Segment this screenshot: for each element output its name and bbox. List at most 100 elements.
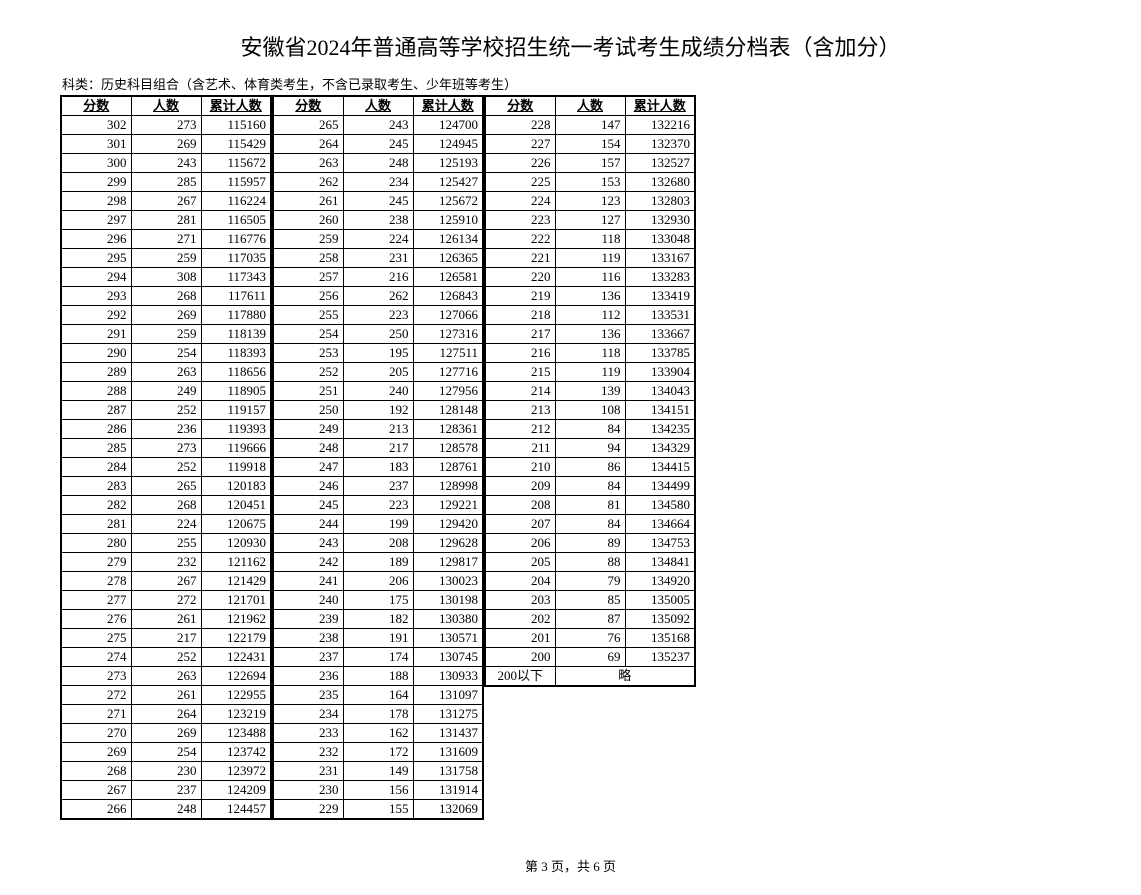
table-row: 246237128998: [273, 477, 483, 496]
table-row: 268230123972: [61, 762, 271, 781]
table-row: 245223129221: [273, 496, 483, 515]
table-row: 276261121962: [61, 610, 271, 629]
cell-score: 254: [273, 325, 343, 344]
cell-count: 223: [343, 306, 413, 325]
cell-count: 268: [131, 496, 201, 515]
cell-cum: 125427: [413, 173, 483, 192]
cell-score: 235: [273, 686, 343, 705]
cell-cum: 131758: [413, 762, 483, 781]
cell-cum: 132069: [413, 800, 483, 820]
cell-count: 88: [555, 553, 625, 572]
cell-count: 195: [343, 344, 413, 363]
table-row: 243208129628: [273, 534, 483, 553]
cell-count: 81: [555, 496, 625, 515]
cell-cum: 119666: [201, 439, 271, 458]
cell-cum: 128578: [413, 439, 483, 458]
cell-below-label: 200以下: [485, 667, 555, 687]
cell-count: 240: [343, 382, 413, 401]
cell-score: 204: [485, 572, 555, 591]
table-row: 262234125427: [273, 173, 483, 192]
cell-count: 217: [343, 439, 413, 458]
cell-score: 270: [61, 724, 131, 743]
cell-score: 247: [273, 458, 343, 477]
table-row: 280255120930: [61, 534, 271, 553]
cell-cum: 128998: [413, 477, 483, 496]
header-cum: 累计人数: [413, 96, 483, 116]
cell-score: 297: [61, 211, 131, 230]
cell-score: 238: [273, 629, 343, 648]
cell-cum: 132803: [625, 192, 695, 211]
table-row-tail: 200以下略: [485, 667, 695, 687]
table-row: 254250127316: [273, 325, 483, 344]
cell-count: 76: [555, 629, 625, 648]
cell-score: 280: [61, 534, 131, 553]
cell-cum: 130380: [413, 610, 483, 629]
cell-cum: 117880: [201, 306, 271, 325]
cell-score: 251: [273, 382, 343, 401]
cell-count: 156: [343, 781, 413, 800]
cell-cum: 129420: [413, 515, 483, 534]
table-row: 240175130198: [273, 591, 483, 610]
cell-omit: 略: [555, 667, 695, 687]
cell-score: 279: [61, 553, 131, 572]
cell-count: 245: [343, 192, 413, 211]
cell-cum: 126365: [413, 249, 483, 268]
cell-cum: 134841: [625, 553, 695, 572]
table-row: 295259117035: [61, 249, 271, 268]
cell-cum: 126581: [413, 268, 483, 287]
cell-cum: 134415: [625, 458, 695, 477]
header-cum: 累计人数: [201, 96, 271, 116]
cell-score: 210: [485, 458, 555, 477]
cell-cum: 121162: [201, 553, 271, 572]
cell-score: 241: [273, 572, 343, 591]
table-row: 290254118393: [61, 344, 271, 363]
cell-count: 205: [343, 363, 413, 382]
cell-cum: 134151: [625, 401, 695, 420]
table-row: 20784134664: [485, 515, 695, 534]
table-row: 244199129420: [273, 515, 483, 534]
table-row: 227154132370: [485, 135, 695, 154]
table-row: 301269115429: [61, 135, 271, 154]
cell-score: 272: [61, 686, 131, 705]
cell-cum: 116224: [201, 192, 271, 211]
cell-score: 298: [61, 192, 131, 211]
cell-cum: 133531: [625, 306, 695, 325]
table-row: 289263118656: [61, 363, 271, 382]
cell-count: 192: [343, 401, 413, 420]
table-row: 277272121701: [61, 591, 271, 610]
cell-cum: 122955: [201, 686, 271, 705]
cell-cum: 132216: [625, 116, 695, 135]
table-row: 253195127511: [273, 344, 483, 363]
table-row: 257216126581: [273, 268, 483, 287]
cell-score: 211: [485, 439, 555, 458]
cell-score: 244: [273, 515, 343, 534]
cell-score: 243: [273, 534, 343, 553]
cell-cum: 129628: [413, 534, 483, 553]
cell-count: 153: [555, 173, 625, 192]
cell-cum: 134499: [625, 477, 695, 496]
cell-count: 154: [555, 135, 625, 154]
table-row: 282268120451: [61, 496, 271, 515]
cell-score: 232: [273, 743, 343, 762]
cell-score: 246: [273, 477, 343, 496]
table-row: 275217122179: [61, 629, 271, 648]
cell-cum: 115957: [201, 173, 271, 192]
cell-count: 234: [343, 173, 413, 192]
cell-cum: 132370: [625, 135, 695, 154]
subtitle: 科类：历史科目组合（含艺术、体育类考生，不含已录取考生、少年班等考生）: [62, 74, 1081, 93]
cell-count: 308: [131, 268, 201, 287]
cell-count: 267: [131, 572, 201, 591]
cell-score: 242: [273, 553, 343, 572]
page-title: 安徽省2024年普通高等学校招生统一考试考生成绩分档表（含加分）: [60, 30, 1081, 62]
cell-cum: 133283: [625, 268, 695, 287]
table-row: 239182130380: [273, 610, 483, 629]
cell-score: 281: [61, 515, 131, 534]
cell-score: 203: [485, 591, 555, 610]
table-row: 221119133167: [485, 249, 695, 268]
table-row: 256262126843: [273, 287, 483, 306]
cell-score: 221: [485, 249, 555, 268]
cell-count: 254: [131, 344, 201, 363]
table-row: 274252122431: [61, 648, 271, 667]
cell-score: 292: [61, 306, 131, 325]
cell-cum: 128361: [413, 420, 483, 439]
